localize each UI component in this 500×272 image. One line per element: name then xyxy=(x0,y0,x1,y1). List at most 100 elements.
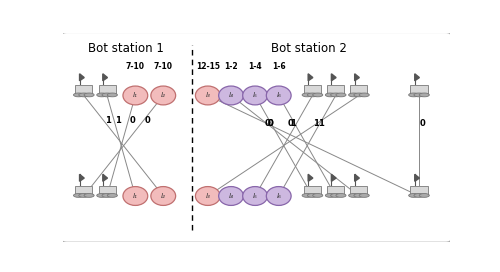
FancyBboxPatch shape xyxy=(76,186,92,196)
Text: 0: 0 xyxy=(268,119,274,128)
Polygon shape xyxy=(354,174,360,181)
Text: 0: 0 xyxy=(420,119,426,128)
Polygon shape xyxy=(103,74,108,81)
FancyBboxPatch shape xyxy=(98,85,116,95)
Text: 0: 0 xyxy=(130,116,135,125)
FancyBboxPatch shape xyxy=(410,85,428,95)
Polygon shape xyxy=(414,174,420,181)
Ellipse shape xyxy=(312,194,323,197)
Ellipse shape xyxy=(302,194,312,197)
Text: l₃: l₃ xyxy=(206,193,210,199)
FancyBboxPatch shape xyxy=(350,85,368,95)
Ellipse shape xyxy=(330,93,340,97)
Ellipse shape xyxy=(123,86,148,105)
FancyBboxPatch shape xyxy=(76,85,92,95)
FancyBboxPatch shape xyxy=(327,186,344,196)
Text: 1-4: 1-4 xyxy=(248,62,262,71)
Text: Bot station 1: Bot station 1 xyxy=(88,42,164,55)
Text: 7-10: 7-10 xyxy=(126,62,145,71)
Ellipse shape xyxy=(302,93,312,97)
Text: l₅: l₅ xyxy=(252,92,258,98)
Ellipse shape xyxy=(151,187,176,205)
Ellipse shape xyxy=(330,194,340,197)
Ellipse shape xyxy=(354,194,364,197)
Ellipse shape xyxy=(242,86,268,105)
Ellipse shape xyxy=(326,194,336,197)
Ellipse shape xyxy=(74,93,84,97)
Ellipse shape xyxy=(359,93,370,97)
Ellipse shape xyxy=(348,93,358,97)
Ellipse shape xyxy=(102,194,112,197)
Ellipse shape xyxy=(419,93,430,97)
Text: 0: 0 xyxy=(144,116,150,125)
Ellipse shape xyxy=(79,194,89,197)
Ellipse shape xyxy=(308,93,318,97)
Text: l₆: l₆ xyxy=(276,193,281,199)
Text: 1-2: 1-2 xyxy=(224,62,238,71)
FancyBboxPatch shape xyxy=(304,186,321,196)
Ellipse shape xyxy=(414,194,424,197)
FancyBboxPatch shape xyxy=(62,32,451,243)
Text: 1: 1 xyxy=(290,119,296,128)
Ellipse shape xyxy=(348,194,358,197)
Ellipse shape xyxy=(336,194,346,197)
Ellipse shape xyxy=(96,93,107,97)
Polygon shape xyxy=(103,174,108,181)
Polygon shape xyxy=(332,74,336,81)
Polygon shape xyxy=(354,74,360,81)
Text: Bot station 2: Bot station 2 xyxy=(270,42,346,55)
Polygon shape xyxy=(308,174,313,181)
Ellipse shape xyxy=(414,93,424,97)
Ellipse shape xyxy=(123,187,148,205)
Text: l₅: l₅ xyxy=(252,193,258,199)
Polygon shape xyxy=(80,74,84,81)
Ellipse shape xyxy=(151,86,176,105)
Ellipse shape xyxy=(419,194,430,197)
FancyBboxPatch shape xyxy=(304,85,321,95)
Text: l₆: l₆ xyxy=(276,92,281,98)
Ellipse shape xyxy=(218,86,244,105)
Ellipse shape xyxy=(218,187,244,205)
Polygon shape xyxy=(332,174,336,181)
Text: 12-15: 12-15 xyxy=(196,62,220,71)
Text: l₄: l₄ xyxy=(228,92,234,98)
FancyBboxPatch shape xyxy=(350,186,368,196)
Ellipse shape xyxy=(102,93,112,97)
Ellipse shape xyxy=(74,194,84,197)
Text: l₂: l₂ xyxy=(161,92,166,98)
Ellipse shape xyxy=(96,194,107,197)
Ellipse shape xyxy=(242,187,268,205)
Text: 1: 1 xyxy=(106,116,112,125)
Polygon shape xyxy=(80,174,84,181)
Text: l₄: l₄ xyxy=(228,193,234,199)
Ellipse shape xyxy=(359,194,370,197)
Text: 1-6: 1-6 xyxy=(272,62,285,71)
Text: l₁: l₁ xyxy=(133,92,138,98)
FancyBboxPatch shape xyxy=(410,186,428,196)
Ellipse shape xyxy=(79,93,89,97)
Ellipse shape xyxy=(408,93,419,97)
Text: 1: 1 xyxy=(313,119,319,128)
Ellipse shape xyxy=(108,194,118,197)
Text: l₁: l₁ xyxy=(133,193,138,199)
Ellipse shape xyxy=(266,86,291,105)
Text: 0: 0 xyxy=(264,119,270,128)
Ellipse shape xyxy=(354,93,364,97)
FancyBboxPatch shape xyxy=(98,186,116,196)
Ellipse shape xyxy=(308,194,318,197)
FancyBboxPatch shape xyxy=(327,85,344,95)
Ellipse shape xyxy=(336,93,346,97)
Ellipse shape xyxy=(196,187,220,205)
Ellipse shape xyxy=(266,187,291,205)
Polygon shape xyxy=(308,74,313,81)
Ellipse shape xyxy=(196,86,220,105)
Polygon shape xyxy=(414,74,420,81)
Text: 7-10: 7-10 xyxy=(154,62,173,71)
Text: 1: 1 xyxy=(318,119,324,128)
Ellipse shape xyxy=(84,93,94,97)
Text: 0: 0 xyxy=(268,119,274,128)
Text: l₃: l₃ xyxy=(206,92,210,98)
Ellipse shape xyxy=(312,93,323,97)
Ellipse shape xyxy=(326,93,336,97)
Text: 1: 1 xyxy=(115,116,121,125)
